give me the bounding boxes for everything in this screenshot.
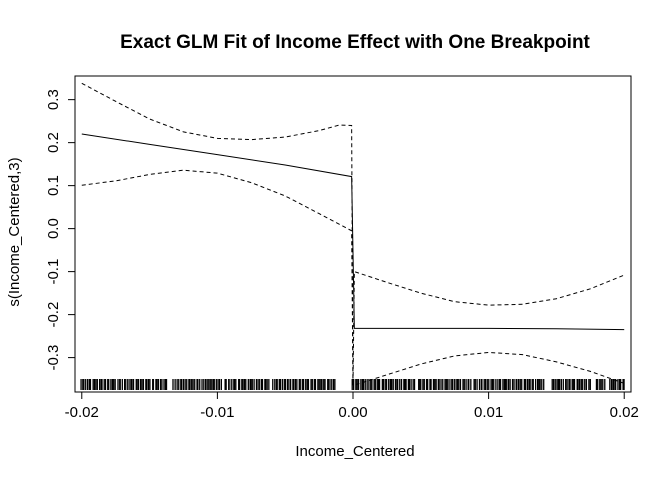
y-axis: -0.3 -0.2 -0.1 0.0 0.1 0.2 0.3 — [45, 89, 76, 371]
series-layer — [81, 82, 625, 387]
rug-marks — [80, 379, 625, 390]
x-tick-label: 0.02 — [610, 404, 639, 421]
y-axis-label: s(Income_Centered,3) — [6, 157, 23, 306]
fit-line — [81, 133, 625, 331]
x-axis: -0.02 -0.01 0.00 0.01 0.02 — [65, 391, 639, 421]
y-tick-label: -0.3 — [45, 345, 62, 371]
x-tick-label: -0.02 — [65, 404, 99, 421]
x-axis-label: Income_Centered — [295, 443, 414, 460]
x-tick-label: 0.01 — [474, 404, 503, 421]
y-tick-label: -0.1 — [45, 259, 62, 285]
chart-title: Exact GLM Fit of Income Effect with One … — [120, 32, 590, 53]
y-tick-label: 0.0 — [45, 218, 62, 239]
y-tick-label: 0.3 — [45, 89, 62, 110]
confidence-band-line-2 — [81, 169, 625, 387]
y-tick-label: 0.1 — [45, 175, 62, 196]
x-tick-label: -0.01 — [200, 404, 234, 421]
y-tick-label: 0.2 — [45, 132, 62, 153]
y-tick-label: -0.2 — [45, 302, 62, 328]
x-tick-label: 0.00 — [338, 404, 367, 421]
